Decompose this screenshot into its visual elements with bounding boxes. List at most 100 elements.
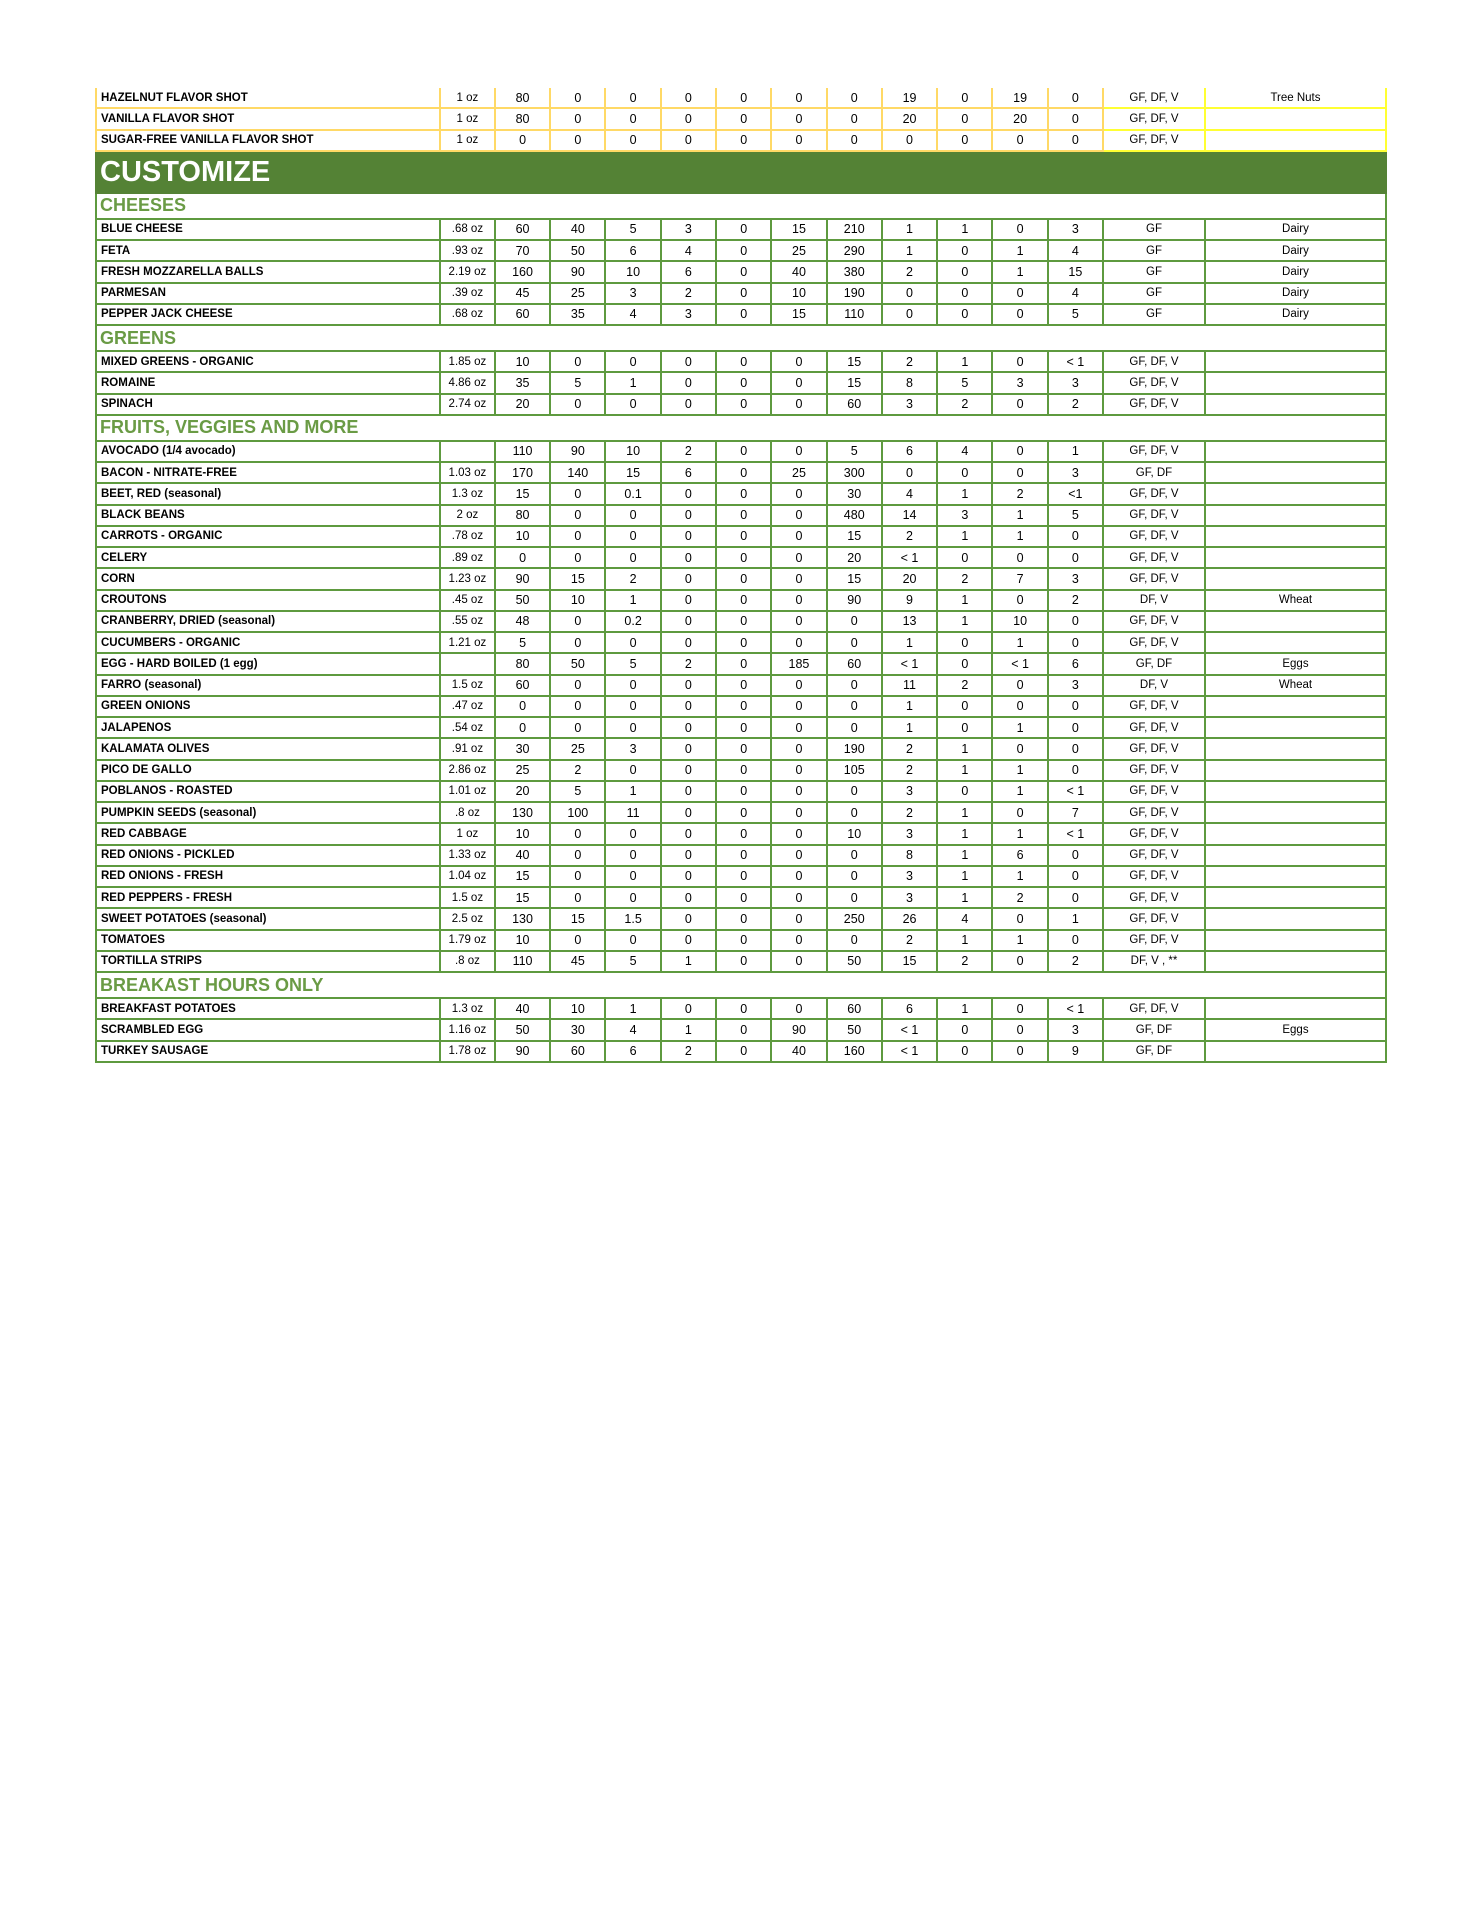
table-row: RED CABBAGE 1 oz 10 0 0 0 0 0 10 3 1 1 < 1 GF, DF, V xyxy=(95,824,1387,846)
serving-size-cell: .55 oz xyxy=(440,611,496,633)
value-cell: 0 xyxy=(772,760,828,782)
table-row: SCRAMBLED EGG 1.16 oz 50 30 4 1 0 90 50 < 1 0 0 3 GF,… xyxy=(95,1020,1387,1042)
allergen-cell xyxy=(1205,1041,1387,1063)
value-cell: 0 xyxy=(772,109,828,131)
value-cell: 0 xyxy=(1048,526,1104,548)
value-cell: 1 xyxy=(938,611,994,633)
serving-size-cell: 1.5 oz xyxy=(440,675,496,697)
item-name-cell: CUCUMBERS - ORGANIC xyxy=(95,633,441,655)
value-cell: 2 xyxy=(882,739,939,761)
value-cell: 0 xyxy=(606,866,662,888)
value-cell: 0 xyxy=(993,909,1049,931)
value-cell: 1 xyxy=(606,590,662,612)
value-cell: 0 xyxy=(717,463,773,485)
value-cell: 2 xyxy=(882,760,939,782)
item-name-cell: MIXED GREENS - ORGANIC xyxy=(95,352,441,374)
allergen-cell xyxy=(1205,739,1387,761)
item-name-cell: JALAPENOS xyxy=(95,718,441,740)
value-cell: 1 xyxy=(993,526,1049,548)
value-cell: 140 xyxy=(551,463,607,485)
value-cell: 10 xyxy=(495,352,552,374)
value-cell: 0 xyxy=(717,484,773,506)
value-cell: 0 xyxy=(661,781,718,803)
allergen-cell xyxy=(1205,373,1387,395)
value-cell: 90 xyxy=(827,590,883,612)
table-row: KALAMATA OLIVES .91 oz 30 25 3 0 0 0 190 2 1 0 0 GF, … xyxy=(95,739,1387,761)
value-cell: 1 xyxy=(938,739,994,761)
value-cell: 40 xyxy=(495,845,552,867)
value-cell: 0 xyxy=(606,109,662,131)
value-cell: 5 xyxy=(606,219,662,241)
value-cell: 210 xyxy=(827,219,883,241)
value-cell: 1 xyxy=(938,803,994,825)
value-cell: 15 xyxy=(606,463,662,485)
serving-size-cell: 1.23 oz xyxy=(440,569,496,591)
serving-size-cell xyxy=(440,441,496,463)
value-cell: 0 xyxy=(772,633,828,655)
value-cell: 0 xyxy=(772,718,828,740)
value-cell: 14 xyxy=(882,505,939,527)
value-cell: 0 xyxy=(717,845,773,867)
value-cell: 50 xyxy=(827,1020,883,1042)
serving-size-cell: .89 oz xyxy=(440,548,496,570)
value-cell: 15 xyxy=(495,484,552,506)
value-cell: 0 xyxy=(661,633,718,655)
value-cell: 10 xyxy=(495,930,552,952)
serving-size-cell: .39 oz xyxy=(440,283,496,305)
value-cell: 80 xyxy=(495,505,552,527)
value-cell: 4 xyxy=(882,484,939,506)
value-cell: 0 xyxy=(717,633,773,655)
diet-cell: GF, DF, V xyxy=(1104,88,1206,110)
item-name-cell: RED CABBAGE xyxy=(95,824,441,846)
allergen-cell xyxy=(1205,760,1387,782)
value-cell: 0 xyxy=(772,352,828,374)
value-cell: 0 xyxy=(717,262,773,284)
value-cell: 2 xyxy=(882,526,939,548)
value-cell: 13 xyxy=(882,611,939,633)
value-cell: 0 xyxy=(772,548,828,570)
value-cell: 35 xyxy=(551,304,607,326)
table-row: CRANBERRY, DRIED (seasonal) .55 oz 48 0 0.2 0… xyxy=(95,611,1387,633)
allergen-cell: Dairy xyxy=(1205,262,1387,284)
table-row: CARROTS - ORGANIC .78 oz 10 0 0 0 0 0 15 2 1 1 0 GF, … xyxy=(95,526,1387,548)
value-cell: 2 xyxy=(938,951,994,973)
value-cell: 80 xyxy=(495,109,552,131)
value-cell: 5 xyxy=(495,633,552,655)
allergen-cell xyxy=(1205,718,1387,740)
value-cell: 15 xyxy=(1048,262,1104,284)
diet-cell: GF, DF, V xyxy=(1104,845,1206,867)
value-cell: 0 xyxy=(717,352,773,374)
value-cell: 0 xyxy=(717,888,773,910)
value-cell: 5 xyxy=(1048,304,1104,326)
value-cell: 35 xyxy=(495,373,552,395)
diet-cell: GF, DF, V xyxy=(1104,526,1206,548)
value-cell: 1 xyxy=(938,845,994,867)
value-cell: 0 xyxy=(993,548,1049,570)
value-cell: 0 xyxy=(772,373,828,395)
value-cell: 6 xyxy=(993,845,1049,867)
value-cell: 0 xyxy=(1048,88,1104,110)
serving-size-cell: .78 oz xyxy=(440,526,496,548)
value-cell: 60 xyxy=(827,654,883,676)
value-cell: 3 xyxy=(882,824,939,846)
value-cell: 0 xyxy=(661,130,718,152)
value-cell: 40 xyxy=(495,999,552,1021)
allergen-cell xyxy=(1205,441,1387,463)
serving-size-cell: .91 oz xyxy=(440,739,496,761)
value-cell: 2 xyxy=(1048,951,1104,973)
value-cell: 60 xyxy=(551,1041,607,1063)
serving-size-cell: 1.21 oz xyxy=(440,633,496,655)
item-name-cell: BACON - NITRATE-FREE xyxy=(95,463,441,485)
table-row: RED ONIONS - FRESH 1.04 oz 15 0 0 0 0 0 0 3 1 1 0 GF,… xyxy=(95,866,1387,888)
value-cell: 0 xyxy=(772,569,828,591)
value-cell: 0 xyxy=(827,781,883,803)
value-cell: 3 xyxy=(1048,675,1104,697)
value-cell: 0 xyxy=(993,283,1049,305)
value-cell: 0 xyxy=(772,845,828,867)
value-cell: 0 xyxy=(1048,888,1104,910)
value-cell: 1 xyxy=(938,999,994,1021)
diet-cell: GF, DF xyxy=(1104,1020,1206,1042)
diet-cell: GF, DF, V xyxy=(1104,696,1206,718)
value-cell: 3 xyxy=(606,739,662,761)
table-row: ROMAINE 4.86 oz 35 5 1 0 0 0 15 8 5 3 3 GF, DF, V xyxy=(95,373,1387,395)
